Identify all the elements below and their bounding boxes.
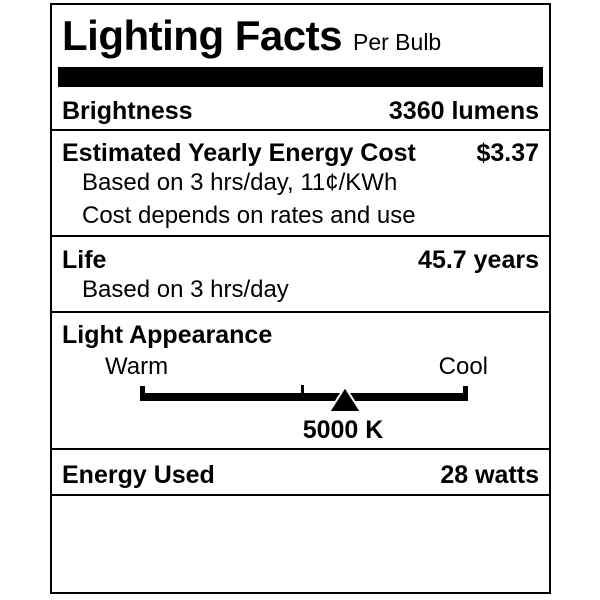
scale-left-endcap (140, 386, 145, 401)
kelvin-value: 5000 K (302, 416, 384, 444)
label-title: Lighting Facts (62, 12, 343, 59)
energy-used-label: Energy Used (62, 461, 215, 489)
cool-label: Cool (438, 353, 488, 380)
brightness-row: Brightness 3360 lumens (52, 96, 549, 129)
energy-used-value: 28 watts (440, 461, 539, 489)
light-appearance-row: Light Appearance (52, 322, 549, 348)
brightness-value: 3360 lumens (388, 97, 539, 125)
lighting-facts-label: Lighting Facts Per Bulb Brightness 3360 … (50, 3, 551, 594)
life-label: Life (62, 246, 107, 274)
label-subtitle: Per Bulb (353, 29, 442, 55)
energy-cost-note-1: Based on 3 hrs/day, 11¢/KWh (82, 169, 398, 196)
energy-cost-row: Estimated Yearly Energy Cost $3.37 (52, 140, 549, 166)
scale-right-endcap (463, 386, 468, 401)
divider (52, 448, 549, 450)
color-temperature-scale (52, 385, 549, 413)
light-appearance-label: Light Appearance (62, 321, 273, 349)
life-value: 45.7 years (418, 246, 539, 274)
label-header: Lighting Facts Per Bulb (52, 5, 549, 62)
brightness-label: Brightness (62, 97, 193, 125)
energy-cost-value: $3.37 (476, 139, 539, 167)
divider (52, 235, 549, 237)
divider (52, 494, 549, 496)
kelvin-marker-triangle (327, 385, 363, 413)
warm-cool-row: Warm Cool (52, 355, 549, 379)
warm-label: Warm (105, 353, 169, 380)
divider (52, 311, 549, 313)
scale-middle-tick (301, 385, 304, 401)
life-row: Life 45.7 years (52, 247, 549, 273)
energy-cost-label: Estimated Yearly Energy Cost (62, 139, 416, 167)
energy-cost-note-2: Cost depends on rates and use (82, 202, 416, 229)
energy-used-row: Energy Used 28 watts (52, 461, 549, 492)
scale-graphic (140, 385, 468, 413)
header-thick-rule (58, 67, 543, 87)
life-note: Based on 3 hrs/day (82, 276, 289, 303)
divider (52, 129, 549, 131)
